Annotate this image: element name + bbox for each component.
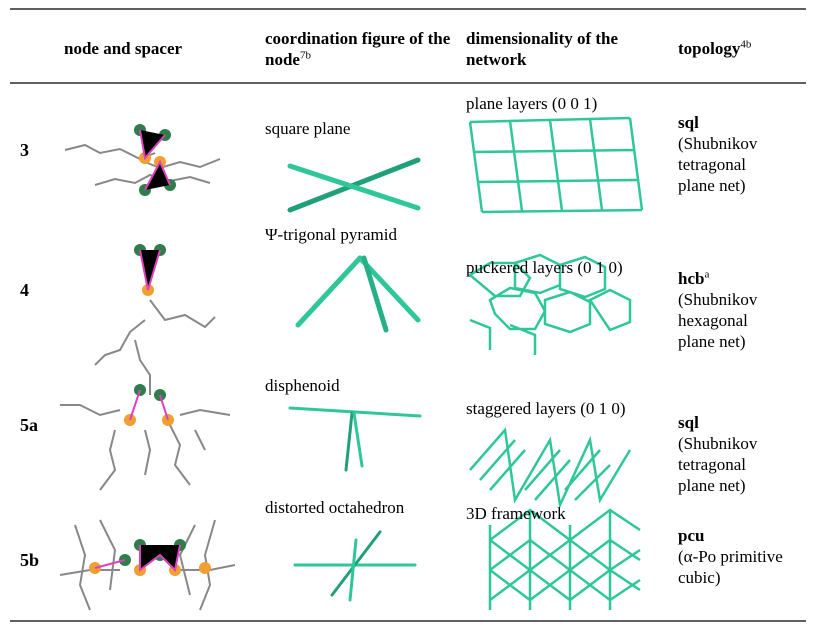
topology-symbol: sql <box>678 413 699 432</box>
header-cell: dimensionality of the network <box>466 28 646 70</box>
topology-cell: pcu <box>678 525 704 546</box>
topology-cell: hcba <box>678 268 709 289</box>
core-atoms <box>89 152 211 576</box>
coordination-figure: square plane <box>265 118 350 139</box>
coordination-figure: Ψ-trigonal pyramid <box>265 224 397 245</box>
topology-note: (Shubnikov tetragonal plane net) <box>678 433 778 496</box>
topology-sup: a <box>704 268 709 280</box>
header-cell: node and spacer <box>64 38 182 59</box>
compound-label: 5b <box>20 550 39 571</box>
molecule-drawings <box>60 145 235 610</box>
header-cell: coordination figure of the node7b <box>265 28 455 70</box>
header-cell: topology4b <box>678 38 751 59</box>
topology-cell: sql <box>678 112 699 133</box>
compound-label: 4 <box>20 280 29 301</box>
topology-symbol: hcb <box>678 269 704 288</box>
compound-label: 5a <box>20 415 38 436</box>
metal-atoms <box>119 124 186 566</box>
dimensionality: puckered layers (0 1 0) <box>466 257 623 278</box>
topology-cell: sql <box>678 412 699 433</box>
header-text: topology <box>678 39 740 58</box>
dimensionality: staggered layers (0 1 0) <box>466 398 626 419</box>
dimensionality: 3D framework <box>466 503 566 524</box>
network-figures <box>470 118 642 610</box>
topology-symbol: sql <box>678 113 699 132</box>
dimensionality: plane layers (0 0 1) <box>466 93 597 114</box>
coordination-figure: distorted octahedron <box>265 497 404 518</box>
topology-note: (Shubnikov tetragonal plane net) <box>678 133 778 196</box>
header-sup: 7b <box>300 49 311 61</box>
header-text: coordination figure of the node <box>265 29 450 69</box>
table-page: node and spacer coordination figure of t… <box>0 0 814 626</box>
topology-note: (Shubnikov hexagonal plane net) <box>678 289 778 352</box>
compound-label: 3 <box>20 140 29 161</box>
coordination-figure: disphenoid <box>265 375 340 396</box>
topology-symbol: pcu <box>678 526 704 545</box>
topology-note: (α-Po primitive cubic) <box>678 546 808 588</box>
header-sup: 4b <box>740 38 751 50</box>
